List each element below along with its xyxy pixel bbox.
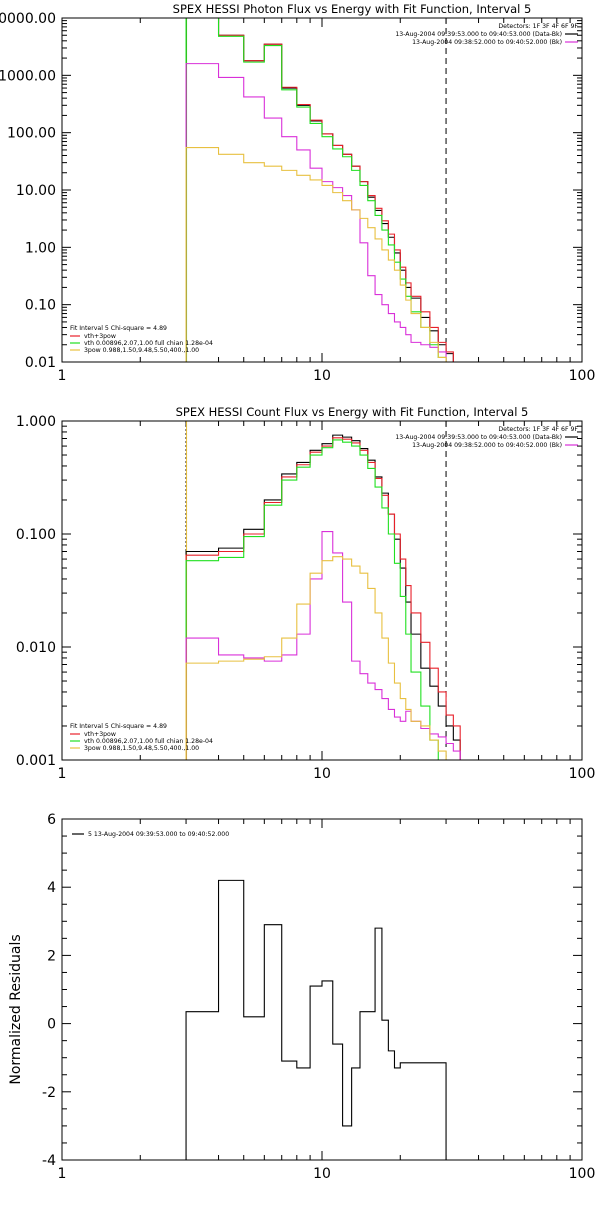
legend-detectors: Detectors: 1F 3F 4F 6F 9F <box>498 426 578 433</box>
y-tick-label: 0.10 <box>25 298 56 314</box>
series-line-red <box>185 18 461 362</box>
y-axis-label: Normalized Residuals <box>8 934 24 1084</box>
y-tick-label: 100.00 <box>7 126 56 142</box>
series-line-green <box>185 439 467 760</box>
y-tick-label: 1000.00 <box>0 68 56 84</box>
legend-entry: 13-Aug-2004 09:38:52.000 to 09:40:52.000… <box>412 442 562 449</box>
x-tick-label: 1 <box>58 1166 67 1182</box>
series-line-magenta <box>185 63 461 362</box>
x-tick-label: 10 <box>313 766 331 782</box>
plot-frame <box>61 17 583 363</box>
y-tick-label: 0.100 <box>16 527 56 543</box>
chart-title: SPEX HESSI Count Flux vs Energy with Fit… <box>176 405 529 419</box>
y-tick-label: 4 <box>47 880 56 896</box>
legend-entry: 3pow 0.988,1.50,9.48,5.50,400.,1.00 <box>84 745 199 752</box>
legend-entry: 13-Aug-2004 09:39:53.000 to 09:40:53.000… <box>395 31 562 38</box>
legend-entry: 3pow 0.988,1.50,9.48,5.50,400.,1.00 <box>84 347 199 354</box>
y-tick-label: 2 <box>47 948 56 964</box>
series-line-yellow <box>185 556 467 760</box>
legend-entry: vth 0.00896,2.07,1.00 full chian 1.28e-0… <box>84 340 213 347</box>
legend-entry: 13-Aug-2004 09:39:53.000 to 09:40:53.000… <box>395 434 562 441</box>
x-tick-label: 10 <box>313 368 331 384</box>
x-tick-label: 1 <box>58 766 67 782</box>
series-line-red <box>185 437 467 760</box>
series-line-yellow <box>185 147 461 362</box>
legend-fit-header: Fit Interval 5 Chi-square = 4.89 <box>70 325 167 332</box>
x-tick-label: 10 <box>313 1166 331 1182</box>
legend-fit-header: Fit Interval 5 Chi-square = 4.89 <box>70 723 167 730</box>
legend-entry: 13-Aug-2004 09:38:52.000 to 09:40:52.000… <box>412 39 562 46</box>
y-tick-label: -2 <box>42 1085 56 1101</box>
y-tick-label: -4 <box>42 1153 56 1169</box>
series-line-green <box>185 18 461 362</box>
y-tick-label: 6 <box>47 812 56 828</box>
series-line-black <box>185 18 461 362</box>
panel-2: SPEX HESSI Count Flux vs Energy with Fit… <box>16 405 595 782</box>
panel-1: SPEX HESSI Photon Flux vs Energy with Fi… <box>0 2 595 384</box>
y-tick-label: 0.010 <box>16 640 56 656</box>
legend-entry: vth+3pow <box>84 333 116 340</box>
x-tick-label: 1 <box>58 368 67 384</box>
legend-entry: vth+3pow <box>84 731 116 738</box>
legend-entry: vth 0.00896,2.07,1.00 full chian 1.28e-0… <box>84 738 213 745</box>
plot-frame <box>61 818 583 1161</box>
plot-frame <box>61 420 583 761</box>
x-tick-label: 100 <box>569 368 596 384</box>
y-tick-label: 10000.00 <box>0 11 56 27</box>
y-tick-label: 0.001 <box>16 753 56 769</box>
series-line-black <box>185 879 447 1160</box>
x-tick-label: 100 <box>569 1166 596 1182</box>
chart-title: SPEX HESSI Photon Flux vs Energy with Fi… <box>173 2 532 16</box>
legend-entry: 5 13-Aug-2004 09:39:53.000 to 09:40:52.0… <box>88 831 229 838</box>
y-tick-label: 1.000 <box>16 414 56 430</box>
y-tick-label: 0 <box>47 1017 56 1033</box>
y-tick-label: 0.01 <box>25 355 56 371</box>
y-tick-label: 1.00 <box>25 240 56 256</box>
x-tick-label: 100 <box>569 766 596 782</box>
y-tick-label: 10.00 <box>16 183 56 199</box>
legend-detectors: Detectors: 1F 3F 4F 6F 9F <box>498 23 578 30</box>
panel-3: Normalized Residuals 1 10 100 -4 -2 0 2 4 6 5 13-A… <box>8 812 595 1182</box>
series-line-black <box>185 434 467 760</box>
